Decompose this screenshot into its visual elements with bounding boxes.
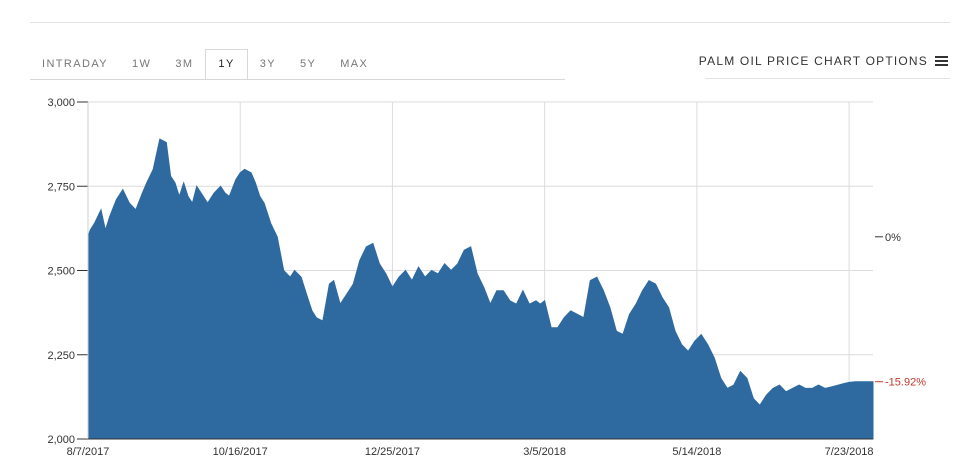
- y-tick-label: 2,000: [47, 434, 75, 446]
- tab-intraday[interactable]: INTRADAY: [42, 58, 109, 70]
- percent-label: 0%: [885, 232, 901, 244]
- tab-5y[interactable]: 5Y: [299, 58, 317, 70]
- tab-1w[interactable]: 1W: [132, 58, 152, 70]
- tab-max[interactable]: MAX: [340, 58, 369, 70]
- y-tick-label: 2,750: [47, 181, 75, 193]
- x-tick-label: 7/23/2018: [825, 446, 874, 458]
- tab-1y[interactable]: 1Y: [205, 49, 248, 80]
- options-underline: [705, 78, 950, 79]
- hamburger-menu-icon: [935, 56, 948, 66]
- tab-3y[interactable]: 3Y: [259, 58, 276, 70]
- tab-3m[interactable]: 3M: [175, 58, 194, 70]
- x-tick-label: 3/5/2018: [523, 446, 566, 458]
- price-area: [87, 138, 874, 440]
- x-tick-label: 12/25/2017: [365, 446, 420, 458]
- y-tick-label: 3,000: [47, 97, 75, 109]
- x-tick-label: 10/16/2017: [213, 446, 268, 458]
- range-tabs: INTRADAY 1W 3M 1Y 3Y 5Y MAX: [30, 49, 380, 80]
- chart-options-button[interactable]: PALM OIL PRICE CHART OPTIONS: [699, 54, 948, 68]
- tabs-underline: [30, 79, 565, 80]
- chart-options-label: PALM OIL PRICE CHART OPTIONS: [698, 54, 928, 68]
- top-divider: [30, 22, 950, 23]
- x-tick-label: 8/7/2017: [67, 446, 110, 458]
- x-tick-label: 5/14/2018: [672, 446, 721, 458]
- price-area-series: [87, 138, 874, 440]
- y-tick-label: 2,500: [47, 266, 75, 278]
- percent-label: -15.92%: [885, 377, 926, 389]
- y-tick-label: 2,250: [47, 350, 75, 362]
